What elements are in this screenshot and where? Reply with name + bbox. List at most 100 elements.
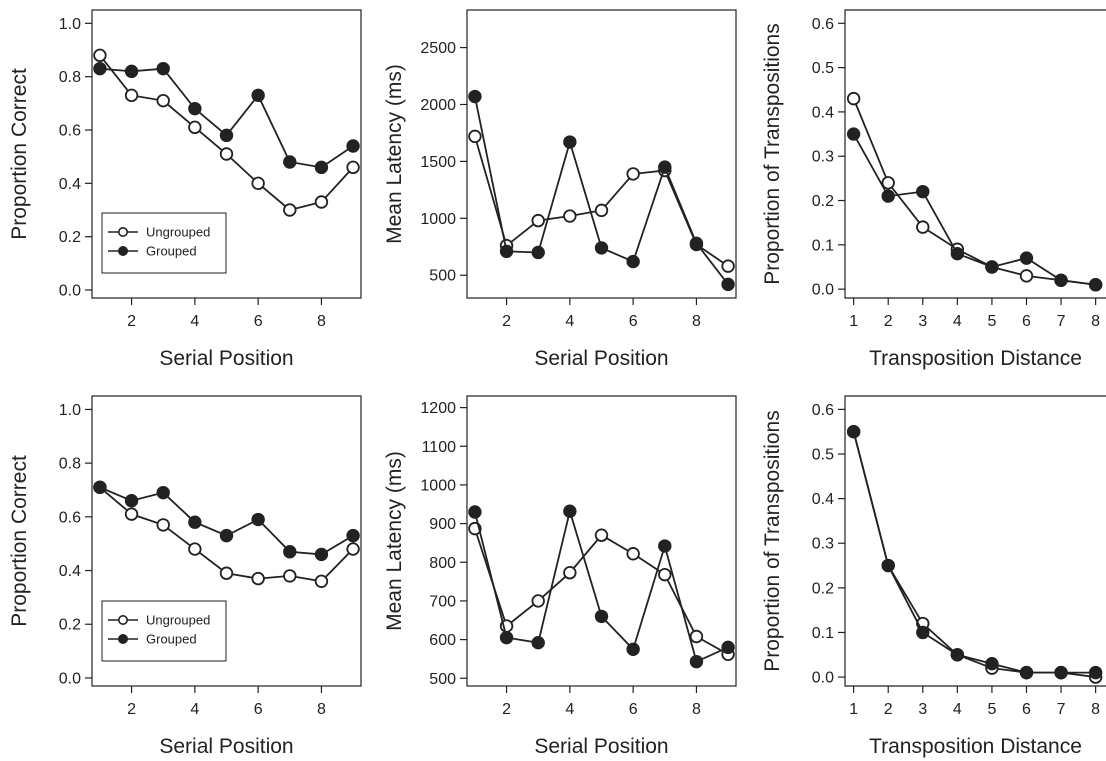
data-point-ungrouped [658, 567, 672, 582]
data-point-grouped [689, 236, 704, 251]
data-point-grouped [846, 424, 861, 439]
data-point-grouped [499, 244, 514, 259]
x-tick-label: 5 [987, 701, 996, 718]
legend-marker [118, 246, 129, 257]
data-point-grouped [846, 127, 861, 141]
x-tick-label: 6 [1022, 701, 1031, 718]
data-point-ungrouped [916, 220, 930, 234]
data-point-ungrouped [846, 91, 861, 106]
data-point-ungrouped [283, 569, 297, 583]
panel-3: 1 2 3 4 5 6 7 8 0.0 0.1 0.2 0.3 0.4 0.5 0.6 Transpositi… [761, 9, 1106, 370]
data-point-grouped [156, 61, 170, 76]
panel-2: 2 4 6 8 500 1000 1500 2000 2500 Serial Position Me… [383, 9, 737, 370]
plot-frame [91, 395, 362, 687]
y-tick-label: 500 [429, 671, 456, 688]
data-point-ungrouped [251, 176, 265, 191]
data-point-grouped [93, 61, 107, 76]
data-point-grouped [188, 515, 202, 529]
data-point-grouped [1088, 278, 1103, 292]
y-tick-label: 1000 [420, 477, 456, 494]
data-point-ungrouped [283, 203, 297, 217]
y-tick-label: 1100 [422, 439, 457, 456]
data-point-ungrouped [188, 542, 202, 556]
data-point-grouped [1054, 665, 1068, 680]
y-tick-label: 0.3 [812, 149, 834, 166]
data-point-ungrouped [721, 259, 735, 273]
x-tick-label: 4 [565, 701, 574, 718]
x-tick-label: 7 [1057, 313, 1066, 330]
y-tick-label: 0.5 [812, 60, 834, 77]
plot-frame [466, 9, 737, 299]
y-axis-title: Mean Latency (ms) [383, 451, 406, 631]
data-point-ungrouped [626, 547, 640, 561]
data-point-grouped [626, 642, 640, 656]
data-point-ungrouped [594, 528, 609, 542]
x-tick-label: 8 [1091, 313, 1100, 330]
data-point-grouped [916, 625, 930, 640]
data-point-ungrouped [531, 213, 545, 228]
data-point-ungrouped [346, 160, 360, 175]
y-axis-title: Proportion Correct [8, 455, 31, 627]
data-point-ungrouped [93, 48, 107, 63]
x-tick-label: 4 [565, 313, 574, 330]
data-point-grouped [124, 494, 139, 508]
data-point-grouped [1054, 273, 1068, 287]
data-point-ungrouped [188, 120, 202, 135]
data-point-grouped [188, 101, 202, 116]
y-tick-label: 0.3 [812, 536, 834, 553]
y-tick-label: 0.6 [59, 123, 81, 140]
y-tick-label: 0.4 [812, 104, 834, 121]
x-axis-title: Serial Position [159, 735, 293, 758]
y-tick-label: 0.8 [59, 456, 81, 473]
data-point-grouped [950, 648, 965, 662]
data-point-grouped [658, 160, 672, 174]
x-tick-label: 6 [1022, 313, 1031, 330]
data-point-grouped [1019, 251, 1034, 265]
x-axis-title: Serial Position [159, 347, 293, 370]
y-axis-title: Proportion of Transpositions [761, 23, 784, 284]
x-tick-label: 3 [918, 701, 927, 718]
legend-box [101, 600, 227, 662]
data-point-grouped [531, 245, 545, 260]
x-axis-title: Serial Position [534, 347, 668, 370]
y-tick-label: 0.0 [59, 670, 81, 687]
plot-frame [91, 9, 362, 299]
data-point-grouped [251, 88, 265, 103]
y-tick-label: 0.8 [59, 69, 81, 86]
x-axis-title: Transposition Distance [869, 347, 1082, 370]
legend-label: Grouped [146, 244, 197, 259]
y-tick-label: 0.6 [812, 16, 834, 33]
x-tick-label: 6 [254, 313, 263, 330]
data-point-grouped [346, 528, 360, 543]
y-tick-label: 0.6 [59, 509, 81, 526]
data-point-grouped [881, 189, 895, 203]
x-tick-label: 2 [502, 701, 511, 718]
x-axis-title: Serial Position [534, 735, 668, 758]
y-tick-label: 1000 [420, 211, 456, 228]
y-tick-label: 0.0 [812, 282, 834, 299]
data-point-grouped [985, 260, 999, 274]
y-tick-label: 0.6 [812, 402, 834, 419]
data-point-grouped [468, 89, 482, 104]
series-line-grouped [474, 96, 729, 285]
data-point-grouped [594, 609, 609, 624]
x-tick-label: 8 [1091, 701, 1100, 718]
data-point-ungrouped [881, 176, 895, 190]
data-point-ungrouped [314, 195, 329, 209]
data-point-ungrouped [594, 203, 609, 218]
data-point-ungrouped [251, 571, 265, 586]
data-point-grouped [689, 654, 704, 669]
y-tick-label: 600 [429, 632, 456, 649]
data-point-ungrouped [124, 88, 139, 103]
y-tick-label: 1.0 [59, 402, 81, 419]
data-point-grouped [881, 558, 895, 573]
data-point-grouped [1088, 665, 1103, 680]
x-tick-label: 1 [849, 313, 858, 330]
legend-label: Grouped [146, 632, 197, 647]
x-axis-title: Transposition Distance [869, 735, 1082, 758]
x-tick-label: 6 [629, 701, 638, 718]
x-tick-label: 6 [254, 701, 263, 718]
data-point-grouped [950, 246, 965, 261]
y-axis-title: Proportion Correct [8, 68, 31, 240]
data-point-grouped [594, 241, 609, 255]
